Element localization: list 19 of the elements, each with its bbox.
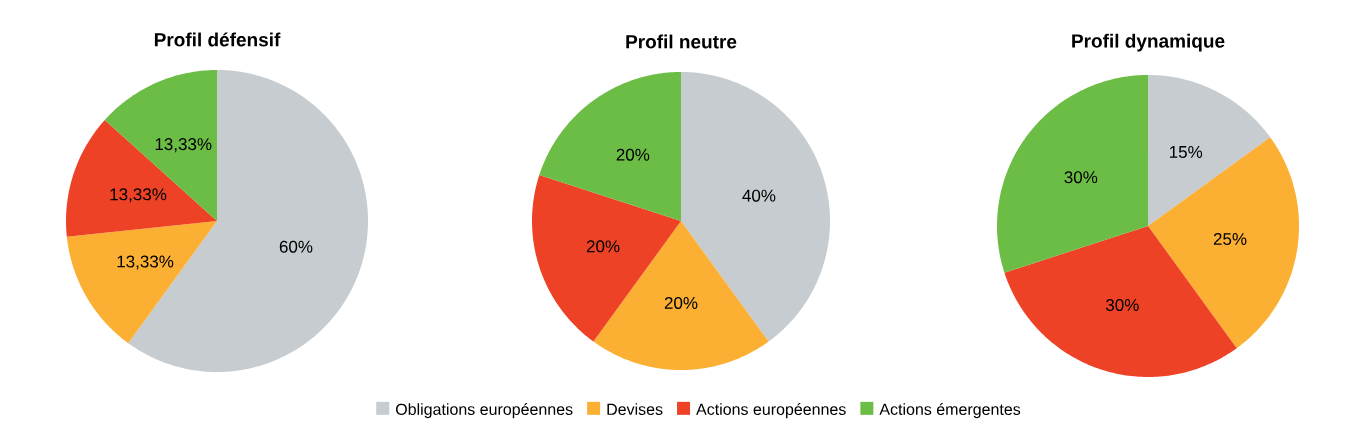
data-label: 40%: [742, 189, 776, 202]
legend-label: Actions émergentes: [879, 403, 1021, 419]
chart-title: Profil dynamique: [1072, 33, 1225, 52]
data-label: 13,33%: [110, 188, 167, 203]
data-label: 20%: [586, 240, 620, 253]
data-label: 20%: [616, 148, 650, 161]
chart-title: Profil défensif: [154, 32, 281, 47]
data-label: 60%: [279, 240, 313, 253]
data-label: 13,33%: [117, 255, 174, 270]
data-label: 15%: [1170, 146, 1203, 158]
data-label: 30%: [1064, 171, 1098, 184]
data-label: 25%: [1213, 232, 1247, 246]
legend-label: Obligations européennes: [396, 403, 573, 419]
chart-title: Profil neutre: [626, 34, 737, 49]
data-label: 20%: [664, 296, 698, 309]
legend-label: Devises: [607, 403, 663, 415]
legend-label: Actions européennes: [696, 403, 846, 419]
data-label: 30%: [1105, 298, 1139, 312]
data-label: 13,33%: [155, 138, 212, 153]
